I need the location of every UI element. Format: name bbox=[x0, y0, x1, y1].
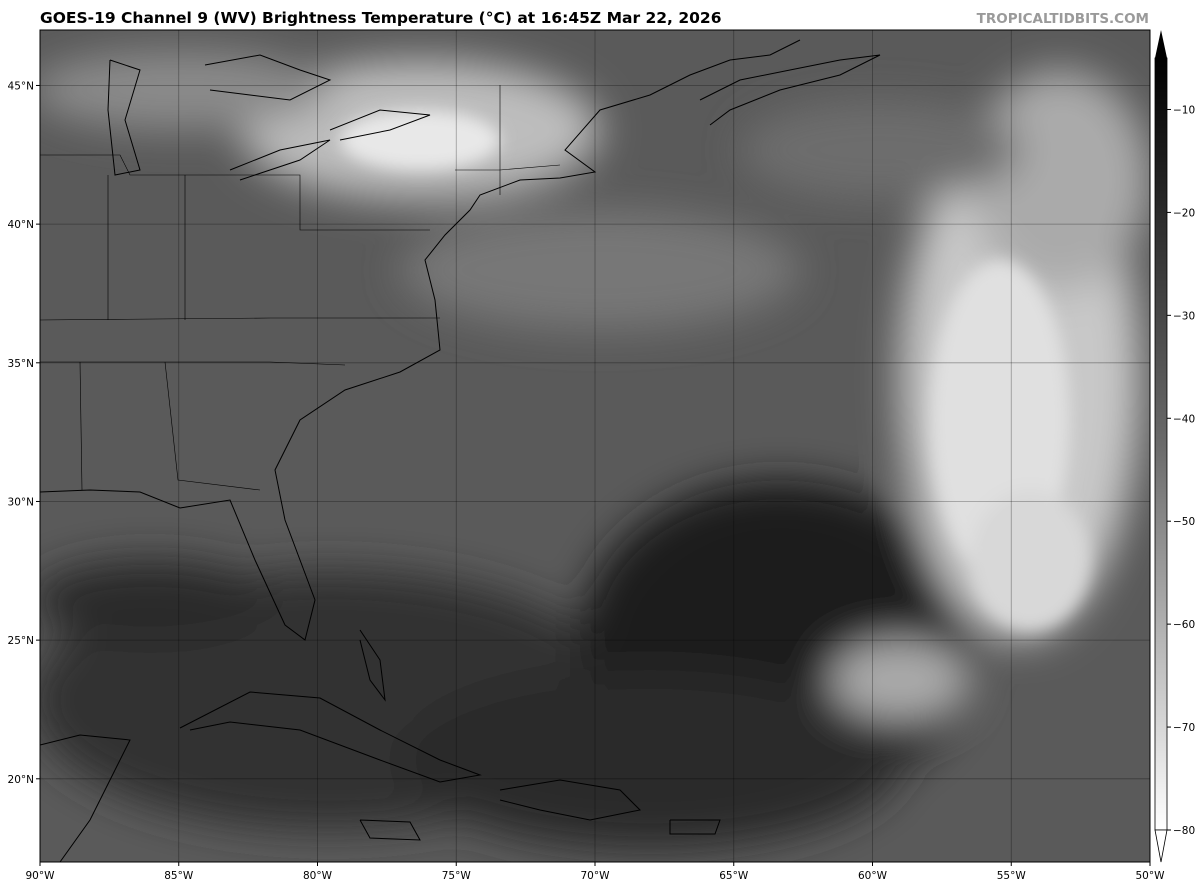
lat-tick-label: 20°N bbox=[8, 774, 34, 786]
lon-tick-label: 65°W bbox=[719, 870, 749, 882]
lat-tick-label: 25°N bbox=[8, 635, 34, 647]
lat-tick-label: 45°N bbox=[8, 80, 34, 92]
state-borders bbox=[40, 85, 561, 491]
lat-tick-label: 40°N bbox=[8, 219, 34, 231]
colorbar-tick-label: −40 bbox=[1173, 413, 1195, 425]
lon-tick-label: 90°W bbox=[26, 870, 56, 882]
colorbar-tick-label: −20 bbox=[1173, 207, 1195, 219]
imagery bbox=[40, 30, 1150, 862]
map-title: GOES-19 Channel 9 (WV) Brightness Temper… bbox=[40, 9, 722, 27]
lon-tick-label: 85°W bbox=[164, 870, 194, 882]
colorbar-tick-label: −50 bbox=[1173, 516, 1195, 528]
axis-ticks: 90°W 85°W 80°W 75°W 70°W 65°W 60°W 55°W 50°W 45°N… bbox=[8, 80, 1166, 882]
lon-tick-label: 60°W bbox=[858, 870, 888, 882]
colorbar: −10 −20 −30 −40 −50 −60 −70 −80 bbox=[1154, 30, 1195, 863]
brand-watermark: TROPICALTIDBITS.COM bbox=[976, 11, 1149, 27]
coastlines bbox=[40, 39, 881, 862]
colorbar-extend-bottom bbox=[1154, 829, 1168, 863]
colorbar-extend-top bbox=[1155, 30, 1167, 58]
colorbar-tick-label: −80 bbox=[1173, 825, 1195, 837]
colorbar-tick-label: −60 bbox=[1173, 619, 1195, 631]
lon-tick-label: 55°W bbox=[997, 870, 1027, 882]
lon-tick-label: 70°W bbox=[581, 870, 611, 882]
lat-tick-label: 30°N bbox=[8, 496, 34, 508]
lon-tick-label: 75°W bbox=[442, 870, 472, 882]
colorbar-tick-label: −10 bbox=[1173, 104, 1195, 116]
gridlines bbox=[40, 30, 1150, 862]
colorbar-bar bbox=[1154, 57, 1168, 831]
colorbar-tick-label: −70 bbox=[1173, 722, 1195, 734]
lat-tick-label: 35°N bbox=[8, 358, 34, 370]
colorbar-tick-label: −30 bbox=[1173, 310, 1195, 322]
lon-tick-label: 50°W bbox=[1136, 870, 1166, 882]
lon-tick-label: 80°W bbox=[303, 870, 333, 882]
